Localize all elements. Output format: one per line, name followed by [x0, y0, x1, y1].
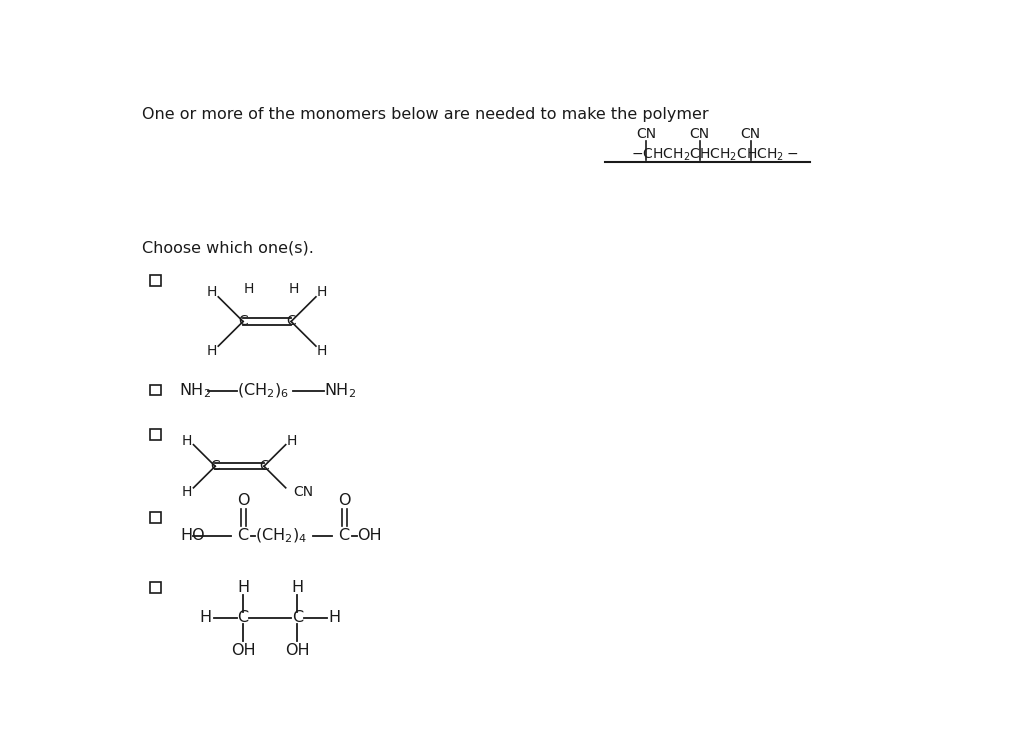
Text: C: C [237, 528, 249, 543]
Text: H: H [182, 434, 192, 448]
Text: $\mathrm{(CH_2)_4}$: $\mathrm{(CH_2)_4}$ [255, 526, 307, 544]
Text: One or more of the monomers below are needed to make the polymer: One or more of the monomers below are ne… [143, 107, 709, 122]
Text: OH: OH [357, 528, 382, 543]
Text: C: C [287, 314, 296, 329]
Text: CN: CN [636, 127, 656, 142]
Text: $\mathrm{(CH_2)_6}$: $\mathrm{(CH_2)_6}$ [237, 382, 289, 400]
Bar [150, 582, 161, 593]
Text: C: C [292, 611, 303, 625]
Text: C: C [238, 314, 248, 329]
Text: OH: OH [286, 642, 309, 657]
Text: H: H [200, 611, 212, 625]
Text: O: O [237, 493, 251, 508]
Text: C: C [259, 459, 269, 474]
Text: H: H [289, 282, 299, 296]
Text: H: H [329, 611, 341, 625]
Text: H: H [182, 485, 192, 498]
Bar [150, 385, 161, 395]
Bar [150, 429, 161, 440]
Text: $\mathrm{NH_2}$: $\mathrm{NH_2}$ [324, 382, 355, 400]
Text: H: H [206, 344, 218, 357]
Text: $\mathsf{-CHCH_2CHCH_2CHCH_2-}$: $\mathsf{-CHCH_2CHCH_2CHCH_2-}$ [631, 146, 798, 163]
Text: C: C [338, 528, 349, 543]
Text: C: C [237, 611, 249, 625]
Bar [150, 275, 161, 286]
Text: OH: OH [231, 642, 256, 657]
Text: H: H [237, 580, 250, 595]
Text: O: O [338, 493, 351, 508]
Text: H: H [243, 282, 254, 296]
Text: H: H [317, 285, 328, 299]
Text: HO: HO [181, 528, 205, 543]
Bar [150, 513, 161, 523]
Text: CN: CN [740, 127, 761, 142]
Text: H: H [287, 434, 297, 448]
Text: H: H [206, 285, 218, 299]
Text: Choose which one(s).: Choose which one(s). [143, 241, 314, 256]
Text: $\mathrm{NH_2}$: $\mathrm{NH_2}$ [179, 382, 211, 400]
Text: C: C [211, 459, 220, 474]
Text: CN: CN [294, 485, 313, 498]
Text: CN: CN [689, 127, 710, 142]
Text: H: H [317, 344, 328, 357]
Text: H: H [292, 580, 303, 595]
